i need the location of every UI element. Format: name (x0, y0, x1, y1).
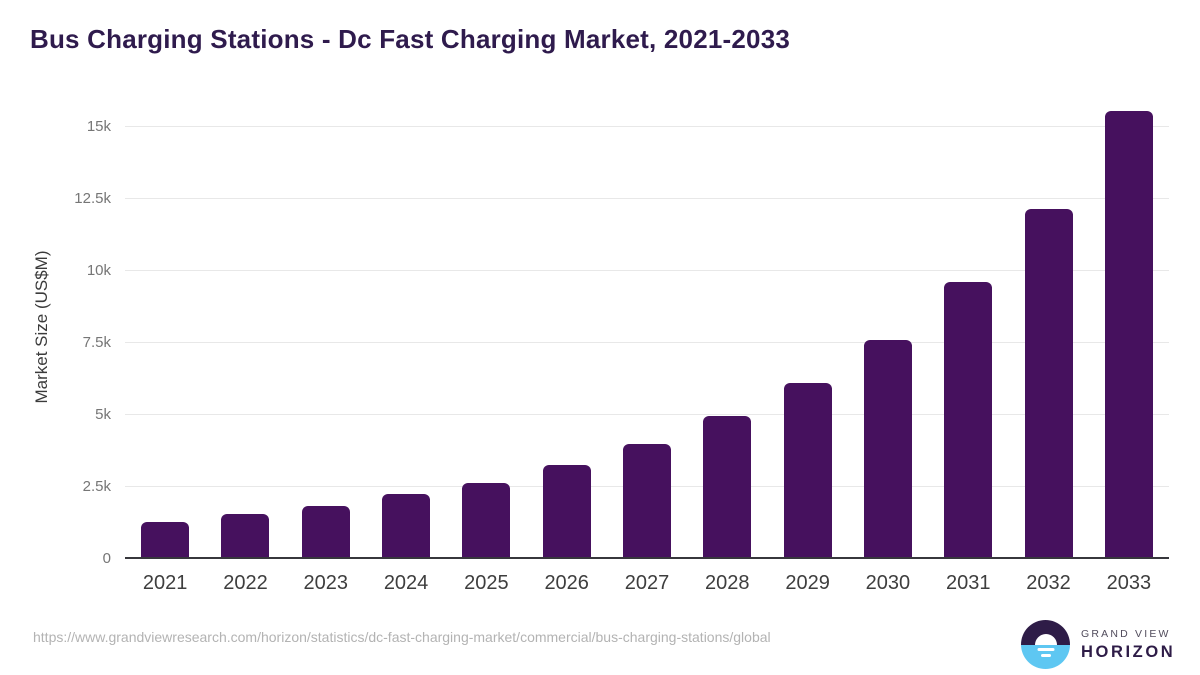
bar-2032[interactable] (1024, 208, 1073, 559)
x-tick-2026: 2026 (544, 572, 589, 594)
gridline-5k (125, 414, 1169, 416)
gridline-15k (125, 126, 1169, 128)
x-tick-2030: 2030 (865, 572, 911, 594)
logo-sun-dome (1034, 633, 1057, 645)
bar-2033[interactable] (1104, 110, 1153, 559)
logo-grand-view-text: GRAND VIEW (1081, 627, 1171, 640)
bar-2031[interactable] (944, 282, 993, 559)
bar-2025[interactable] (462, 482, 511, 559)
logo-text: GRAND VIEW HORIZON (1081, 628, 1175, 662)
y-tick-7.5k: 7.5k (82, 333, 111, 351)
horizon-sun-icon (1021, 620, 1070, 669)
x-tick-2021: 2021 (142, 572, 188, 594)
bar-2030[interactable] (863, 339, 912, 559)
x-tick-2033: 2033 (1106, 572, 1152, 594)
x-tick-2025: 2025 (464, 572, 509, 594)
y-tick-5k: 5k (95, 405, 111, 423)
grand-view-horizon-logo: GRAND VIEW HORIZON (1021, 620, 1175, 669)
logo-horizon-text: HORIZON (1081, 642, 1176, 661)
x-tick-2029: 2029 (785, 572, 830, 594)
bar-2027[interactable] (623, 443, 671, 559)
logo-reflection-bar-1 (1037, 647, 1054, 651)
x-tick-2028: 2028 (705, 572, 750, 594)
x-tick-2024: 2024 (383, 572, 429, 594)
gridline-10k (125, 270, 1169, 272)
bar-2023[interactable] (301, 505, 350, 559)
y-tick-15k: 15k (86, 117, 111, 135)
x-tick-2031: 2031 (945, 572, 991, 594)
bar-2021[interactable] (141, 521, 190, 559)
x-axis-line (125, 557, 1169, 559)
logo-reflection-bar-2 (1040, 653, 1051, 657)
x-tick-2032: 2032 (1026, 572, 1071, 594)
gridline-7.5k (125, 342, 1169, 344)
x-tick-2023: 2023 (303, 572, 349, 594)
plot-area: 0 2.5k 5k 7.5k 10k 12.5k 15k 2021 2022 2023 2024 20… (74, 95, 1169, 594)
bar-2024[interactable] (382, 494, 431, 559)
y-tick-0: 0 (102, 550, 111, 567)
y-tick-10k: 10k (86, 261, 111, 279)
bar-2026[interactable] (542, 465, 591, 559)
y-tick-12.5k: 12.5k (74, 189, 111, 207)
x-tick-2022: 2022 (223, 572, 268, 594)
chart-title: Bus Charging Stations - Dc Fast Charging… (30, 24, 791, 54)
gridline-12.5k (125, 198, 1169, 200)
bar-2022[interactable] (221, 514, 270, 559)
y-tick-2.5k: 2.5k (82, 477, 111, 495)
bar-2028[interactable] (703, 416, 752, 559)
source-url: https://www.grandviewresearch.com/horizo… (33, 629, 771, 645)
bar-2029[interactable] (783, 383, 832, 559)
x-tick-2027: 2027 (624, 572, 670, 594)
